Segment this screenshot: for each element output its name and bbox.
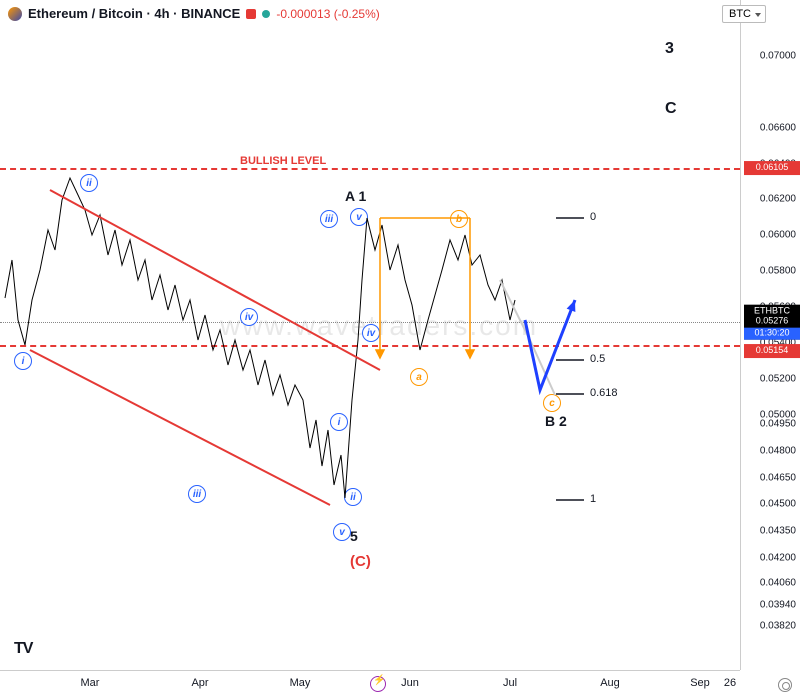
elliott-label: 3 [665, 40, 674, 58]
x-tick: May [290, 677, 311, 689]
current-price-tag: ETHBTC 0.05276 01:30:20 [744, 305, 800, 340]
price-tag-value: 0.05276 [748, 317, 796, 327]
change-pct: (-0.25%) [334, 7, 380, 21]
wave-circle: b [450, 210, 468, 228]
y-tick: 0.05000 [760, 409, 796, 420]
wave-circle: i [14, 352, 32, 370]
wave-circle: iv [362, 324, 380, 342]
bullish-level-line [0, 168, 740, 170]
y-tick: 0.04650 [760, 472, 796, 483]
x-tick: Sep [690, 677, 710, 689]
wave-circle: ii [344, 488, 362, 506]
current-price-line [0, 322, 740, 323]
plot-area[interactable]: BULLISH LEVEL 00.50.6181 3CA 1B [0, 0, 740, 670]
y-tick: 0.03820 [760, 621, 796, 632]
fib-level-label: 0.618 [590, 387, 618, 399]
wave-circle: v [350, 208, 368, 226]
elliott-label: B 2 [545, 413, 567, 429]
x-tick: Aug [600, 677, 620, 689]
y-tick: 0.05800 [760, 266, 796, 277]
wave-circle: i [330, 413, 348, 431]
bullish-level-label: BULLISH LEVEL [240, 155, 326, 167]
fib-level-label: 1 [590, 493, 596, 505]
elliott-label: 5 [350, 528, 358, 544]
wave-circle: ii [80, 174, 98, 192]
y-tick: 0.06200 [760, 194, 796, 205]
y-tick: 0.04800 [760, 445, 796, 456]
wave-circle: a [410, 368, 428, 386]
x-tick: Jun [401, 677, 419, 689]
elliott-label: C [665, 100, 677, 118]
pair-logo-icon [8, 7, 22, 21]
wave-circle: iii [320, 210, 338, 228]
x-tick: Apr [191, 677, 208, 689]
snapshot-icon[interactable] [370, 676, 386, 692]
x-tick: Jul [503, 677, 517, 689]
currency-selector[interactable]: BTC [722, 5, 766, 23]
wave-circle: v [333, 523, 351, 541]
y-tick: 0.05200 [760, 373, 796, 384]
fib-level-label: 0 [590, 211, 596, 223]
y-axis[interactable]: 0.03820 0.03940 0.04060 0.04200 0.04350 0.045… [740, 0, 800, 670]
chart-container: Ethereum / Bitcoin · 4h · BINANCE -0.000… [0, 0, 800, 700]
wave-circle: iii [188, 485, 206, 503]
y-tick: 0.06000 [760, 230, 796, 241]
fib-level-label: 0.5 [590, 353, 605, 365]
y-tick: 0.04500 [760, 499, 796, 510]
price-change: -0.000013 (-0.25%) [276, 7, 379, 21]
gear-icon[interactable] [778, 678, 792, 692]
x-tick: Mar [81, 677, 100, 689]
wave-circle: iv [240, 308, 258, 326]
support-level-line [0, 345, 740, 347]
support-price-tag: 0.05154 [744, 344, 800, 358]
elliott-label: A 1 [345, 188, 366, 204]
price-tag-countdown: 01:30:20 [744, 327, 800, 339]
symbol-title[interactable]: Ethereum / Bitcoin · 4h · BINANCE [28, 6, 240, 21]
y-tick: 0.04350 [760, 526, 796, 537]
chart-header: Ethereum / Bitcoin · 4h · BINANCE -0.000… [8, 6, 380, 21]
live-dot-icon [262, 10, 270, 18]
wave-circle: c [543, 394, 561, 412]
bullish-price-tag: 0.06105 [744, 161, 800, 175]
elliott-label: (C) [350, 553, 371, 570]
change-value: -0.000013 [276, 7, 330, 21]
y-tick: 0.07000 [760, 50, 796, 61]
y-tick: 0.04200 [760, 553, 796, 564]
y-tick: 0.04060 [760, 578, 796, 589]
y-tick: 0.03940 [760, 599, 796, 610]
y-tick: 0.06600 [760, 122, 796, 133]
tradingview-logo-icon[interactable]: TV [14, 640, 32, 658]
status-dot-icon [246, 9, 256, 19]
x-tick: 26 [724, 677, 736, 689]
